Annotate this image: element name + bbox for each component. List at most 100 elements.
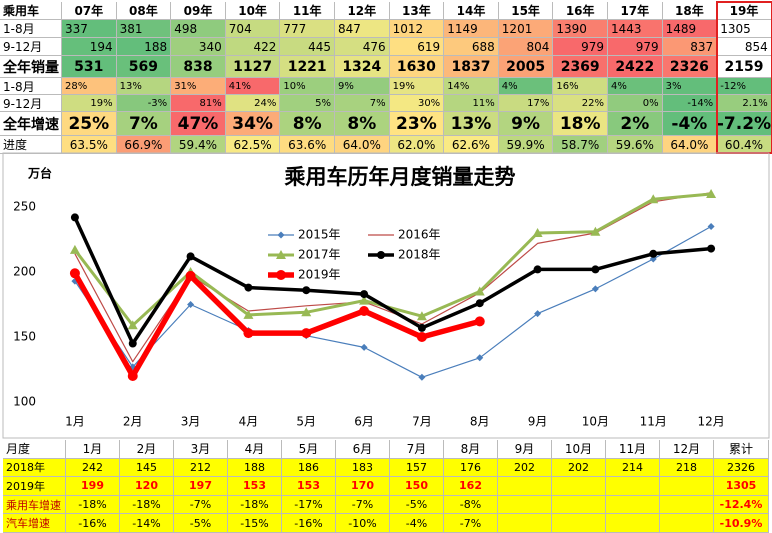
point [301,307,312,317]
cell: 22% [553,95,608,112]
header-cell: 13年 [389,2,445,20]
cell: 14% [444,78,499,95]
x-tick-label: 3月 [181,415,201,429]
cell: -4% [390,514,444,533]
cell: 340 [171,38,226,56]
cell: 337 [62,20,117,38]
cell [552,477,606,496]
header-cell: 1月 [66,440,120,459]
cell: -15% [228,514,282,533]
cell: 7% [116,112,172,136]
cell: 688 [444,38,499,56]
cell: 30% [389,95,445,112]
cell [498,514,552,533]
line [74,225,712,378]
header-cell: 乘用车 [0,2,62,20]
point [417,323,426,332]
line [72,271,481,379]
header-cell: 12月 [660,440,714,459]
point [649,249,658,258]
total-cell: -12.4% [714,495,769,515]
cell: 531 [62,56,117,78]
row-label: 全年销量 [0,56,62,78]
total-cell: 1305 [714,477,769,496]
cell: 847 [335,20,390,38]
cell: 120 [120,477,174,496]
cell: 19% [389,78,445,95]
cell: 28% [62,78,117,95]
point [277,231,285,239]
cell: -16% [66,514,120,533]
cell: 24% [225,95,281,112]
row-label: 9-12月 [0,95,62,112]
cell: 186 [282,458,336,478]
point [534,310,542,318]
header-cell: 11月 [606,440,660,459]
cell: 153 [282,477,336,496]
series [69,189,717,330]
header-cell: 09年 [171,2,226,20]
cell: 1390 [553,20,608,38]
x-tick-label: 12月 [697,415,724,429]
cell: 979 [608,38,663,56]
point [533,265,542,274]
cell: 381 [116,20,172,38]
cell: 157 [390,458,444,478]
cell: -4% [662,112,718,136]
header-cell: 9月 [498,440,552,459]
point [418,373,426,381]
cell: -5% [390,495,444,515]
cell: 1324 [335,56,390,78]
cell: 2326 [662,56,718,78]
point [127,320,138,330]
point [187,301,195,308]
cell: 153 [228,477,282,496]
point [476,354,484,362]
cell: -14% [120,514,174,533]
cell: 2422 [608,56,663,78]
point [243,309,254,319]
x-tick-label: 2月 [123,415,143,429]
cell: -10% [336,514,390,533]
cell: 31% [171,78,226,95]
point [416,332,427,342]
cell: -18% [228,495,282,515]
cell: 5% [280,95,335,112]
cell: 2005 [498,56,554,78]
x-tick-label: 7月 [412,415,432,429]
header-cell: 14年 [444,2,499,20]
cell: 422 [225,38,281,56]
cell: 10% [280,78,335,95]
cell: 176 [444,458,498,478]
point [70,213,79,222]
point [648,194,659,204]
cell: 7% [335,95,390,112]
row-label: 2018年 [3,458,66,478]
chart: 乘用车历年月度销量走势 万台 100 150 200 250 1月 2月 3月 4月 5月 6月 7月 8… [2,152,770,439]
cell: 242 [66,458,120,478]
cell: 777 [280,20,335,38]
cell: 9% [498,112,554,136]
header-cell: 5月 [282,440,336,459]
cell: 0% [608,95,663,112]
cell [606,495,660,515]
cell: 8% [280,112,335,136]
point [128,339,137,348]
cell: 162 [444,477,498,496]
cell: 62.0% [389,136,445,154]
cell: 13% [116,78,172,95]
legend-label: 2017年 [298,248,341,262]
header-cell: 10月 [552,440,606,459]
header-cell: 8月 [444,440,498,459]
cell: 202 [552,458,606,478]
point [69,268,80,279]
cell: 1305 [717,20,772,38]
cell: -8% [444,495,498,515]
row-label: 全年增速 [0,112,62,136]
cell: 1149 [444,20,499,38]
cell: -14% [662,95,718,112]
point [591,285,599,293]
point [301,328,312,339]
cell: -17% [282,495,336,515]
